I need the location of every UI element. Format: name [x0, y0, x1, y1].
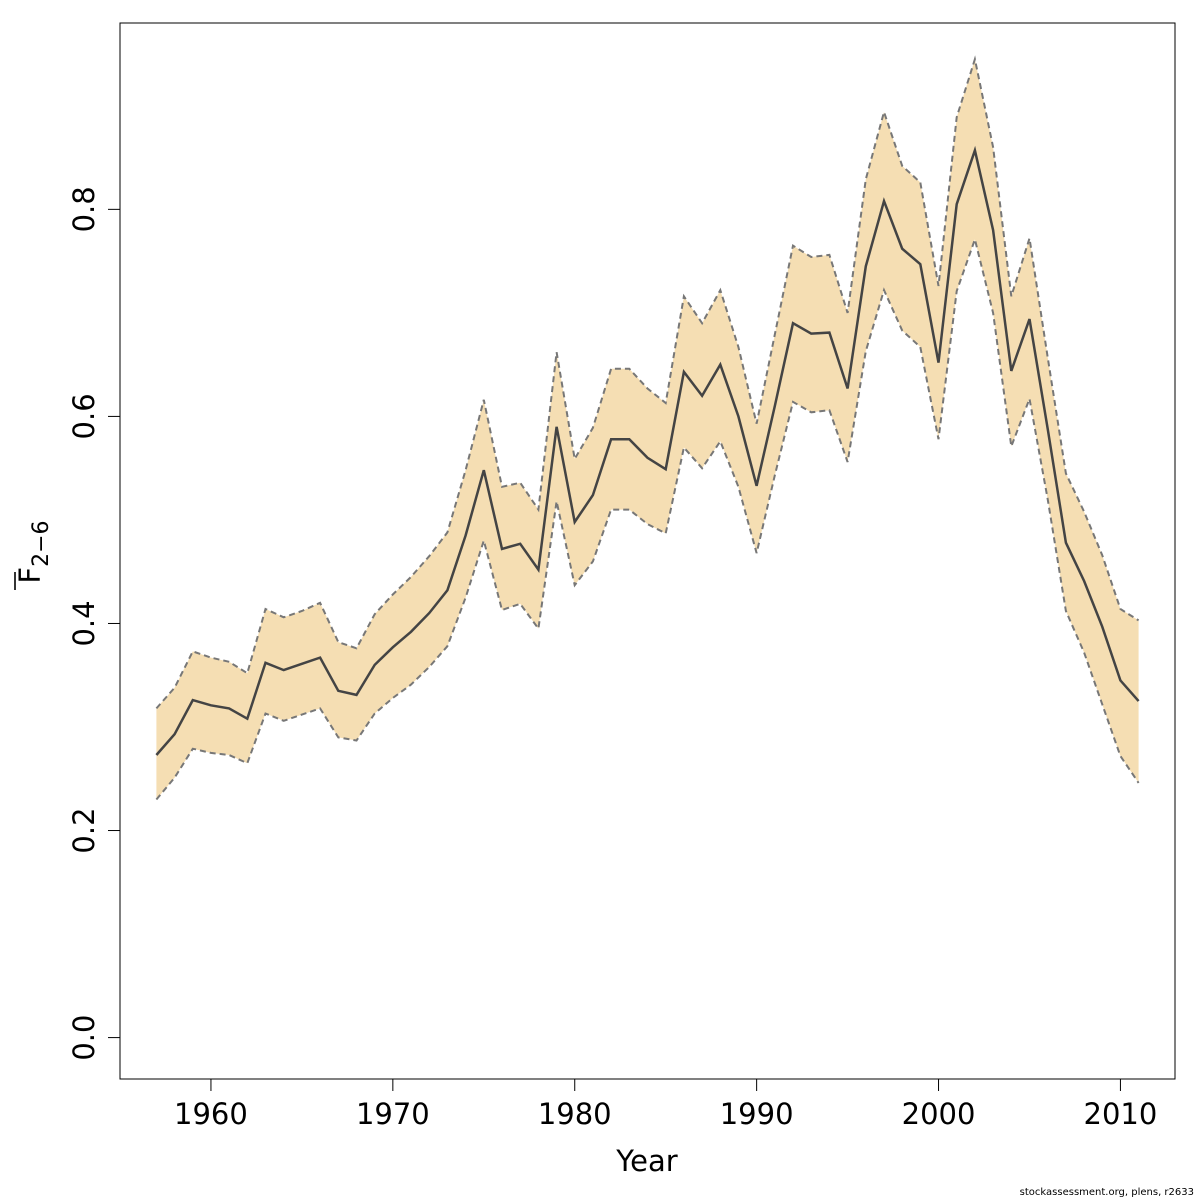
x-tick-label: 1960	[174, 1097, 248, 1131]
x-tick-label: 1970	[356, 1097, 430, 1131]
confidence-bounds-layer	[155, 55, 1140, 801]
y-axis-label-subscript: 2−6	[29, 520, 54, 566]
x-axis-label: Year	[615, 1144, 677, 1178]
x-tick-label: 1980	[538, 1097, 612, 1131]
x-tick-label: 1990	[720, 1097, 794, 1131]
confidence-band	[156, 59, 1139, 800]
upper-bound-line	[155, 55, 1140, 710]
y-axis-label-main: F	[13, 567, 47, 584]
y-axis-label: F2−6	[13, 520, 54, 590]
x-axis: 1960 1970 1980 1990 2000 2010	[174, 1078, 1158, 1131]
y-tick-label: 0.0	[67, 1015, 101, 1061]
x-tick-label: 2000	[902, 1097, 976, 1131]
footer-credit: stockassessment.org, plens, r2633	[1019, 1187, 1194, 1198]
confidence-band-layer	[156, 59, 1139, 800]
estimate-line	[155, 145, 1140, 756]
y-tick-label: 0.4	[67, 600, 101, 646]
lower-bound-line	[155, 235, 1140, 801]
x-tick-label: 2010	[1084, 1097, 1158, 1131]
estimate-line-layer	[155, 145, 1140, 756]
svg-text:F2−6: F2−6	[13, 520, 54, 583]
y-tick-label: 0.6	[67, 393, 101, 439]
y-tick-label: 0.8	[67, 186, 101, 232]
y-axis: 0.0 0.2 0.4 0.6 0.8	[67, 186, 121, 1061]
y-tick-label: 0.2	[67, 807, 101, 853]
plot-frame	[119, 22, 1176, 1080]
